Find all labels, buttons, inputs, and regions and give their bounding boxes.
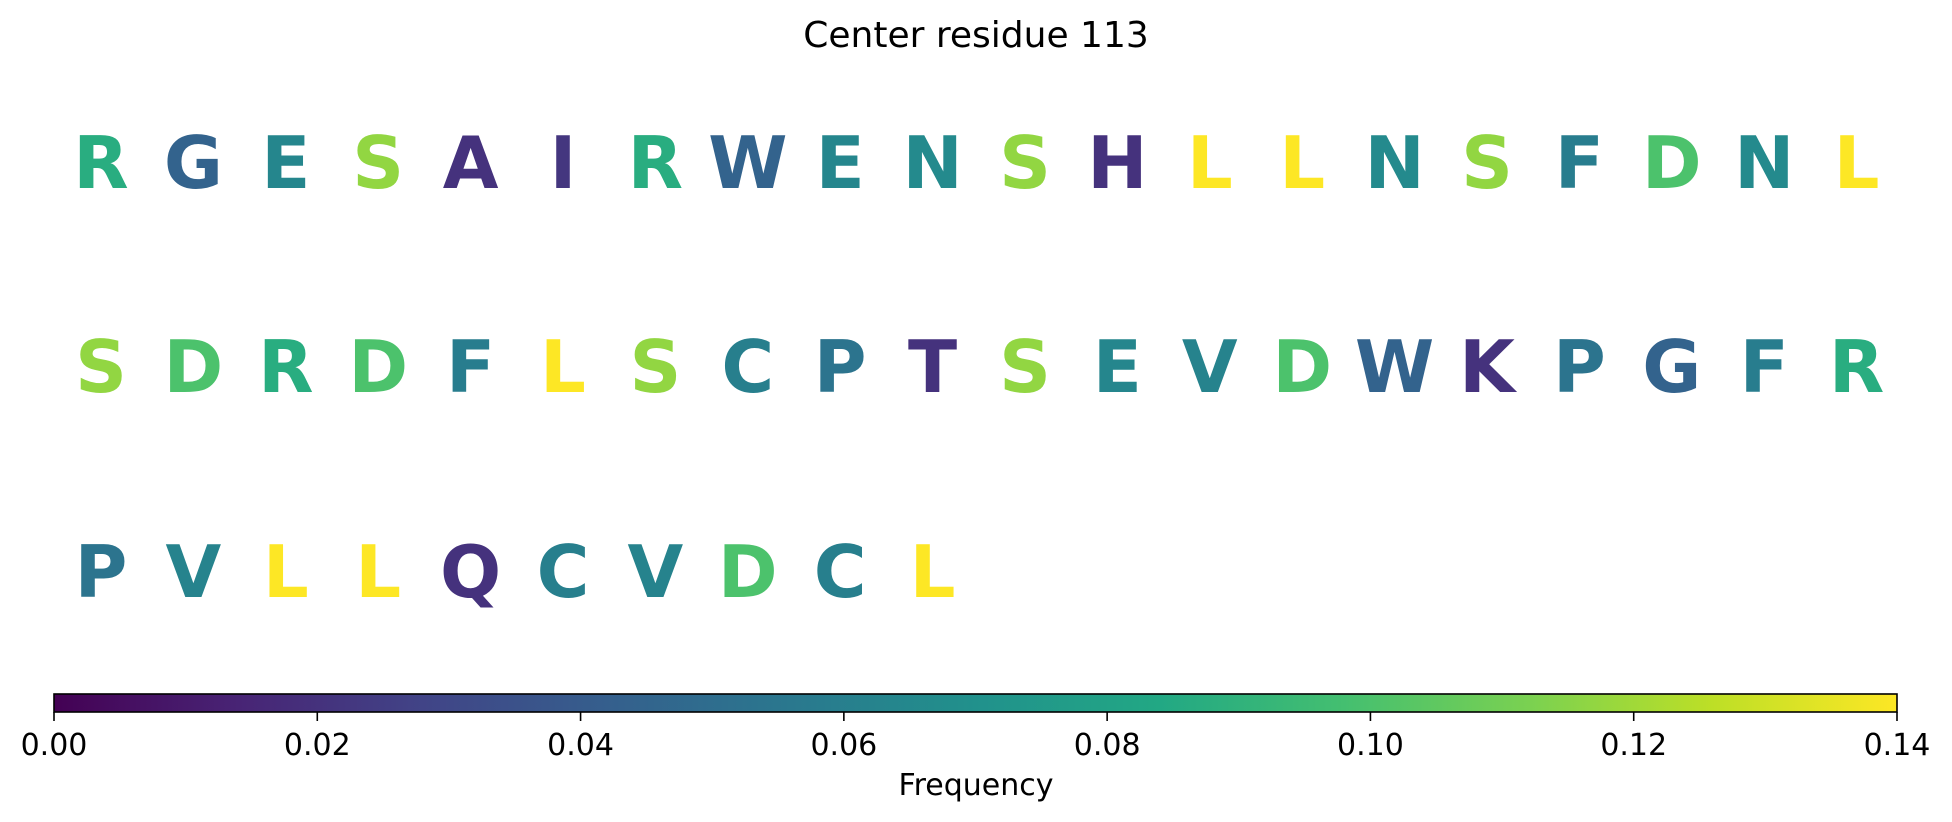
residue-letter: Q xyxy=(440,530,501,614)
residue-letter: E xyxy=(816,121,865,205)
residue-letter: I xyxy=(550,121,577,205)
residue-letter: D xyxy=(348,325,408,409)
residue-letter: P xyxy=(814,325,867,409)
residue-letter: D xyxy=(164,325,224,409)
residue-letter: N xyxy=(1734,121,1794,205)
residue-letter: W xyxy=(708,121,787,205)
residue-letter: F xyxy=(1740,325,1789,409)
colorbar-gradient xyxy=(53,693,1898,713)
residue-letter: S xyxy=(999,325,1051,409)
residue-letter: E xyxy=(1093,325,1142,409)
colorbar-tick-label: 0.14 xyxy=(1864,728,1931,763)
residue-letter: R xyxy=(258,325,313,409)
residue-letter: P xyxy=(75,530,128,614)
residue-letter: R xyxy=(73,121,128,205)
colorbar: 0.00 0.02 0.04 0.06 0.08 0.10 0.12 0.14 Frequen… xyxy=(21,693,1931,803)
residue-letter: L xyxy=(1187,121,1233,205)
residue-letter: C xyxy=(814,530,867,614)
residue-letter: T xyxy=(908,325,957,409)
residue-letter: S xyxy=(999,121,1051,205)
residue-letter: L xyxy=(1279,121,1325,205)
colorbar-tick-label: 0.10 xyxy=(1337,728,1404,763)
residue-letter: L xyxy=(910,530,956,614)
colorbar-tick-label: 0.04 xyxy=(547,728,614,763)
residue-letter: D xyxy=(1642,121,1702,205)
residue-letter: S xyxy=(352,121,404,205)
residue-letter: S xyxy=(75,325,127,409)
colorbar-tick-label: 0.08 xyxy=(1074,728,1141,763)
residue-letter: E xyxy=(261,121,310,205)
colorbar-tick-label: 0.12 xyxy=(1600,728,1667,763)
residue-letter: L xyxy=(540,325,586,409)
residue-letter: V xyxy=(166,530,222,614)
residue-letter: R xyxy=(1829,325,1884,409)
residue-letter: S xyxy=(1461,121,1513,205)
residue-letter: L xyxy=(1834,121,1880,205)
residue-letter: C xyxy=(721,325,774,409)
colorbar-label: Frequency xyxy=(899,768,1054,803)
residue-letter: F xyxy=(446,325,495,409)
chart-title: Center residue 113 xyxy=(803,15,1149,56)
colorbar-ticks: 0.00 0.02 0.04 0.06 0.08 0.10 0.12 0.14 xyxy=(21,712,1931,763)
residue-letter: N xyxy=(1364,121,1424,205)
residue-letter: G xyxy=(164,121,223,205)
residue-letter: S xyxy=(629,325,681,409)
residue-letter: V xyxy=(1182,325,1238,409)
residue-letter: D xyxy=(718,530,778,614)
colorbar-tick-label: 0.06 xyxy=(810,728,877,763)
residue-letter: V xyxy=(628,530,684,614)
residue-letter: G xyxy=(1642,325,1701,409)
residue-letter: L xyxy=(355,530,401,614)
residue-letter: F xyxy=(1555,121,1604,205)
residue-letter: K xyxy=(1459,325,1517,409)
residue-letter: A xyxy=(443,121,499,205)
residue-letter: P xyxy=(1553,325,1606,409)
residue-letter: W xyxy=(1355,325,1434,409)
colorbar-tick-label: 0.00 xyxy=(21,728,88,763)
residue-letter: N xyxy=(902,121,962,205)
residue-letter: H xyxy=(1087,121,1147,205)
residue-grid: R G E S A I R W E N S H L L N S F D N LS D R D F L S C P T S E V D W K P G F R… xyxy=(73,121,1884,614)
residue-letter: C xyxy=(537,530,590,614)
residue-letter: D xyxy=(1272,325,1332,409)
residue-letter: L xyxy=(263,530,309,614)
residue-letter: R xyxy=(628,121,683,205)
colorbar-tick-label: 0.02 xyxy=(284,728,351,763)
